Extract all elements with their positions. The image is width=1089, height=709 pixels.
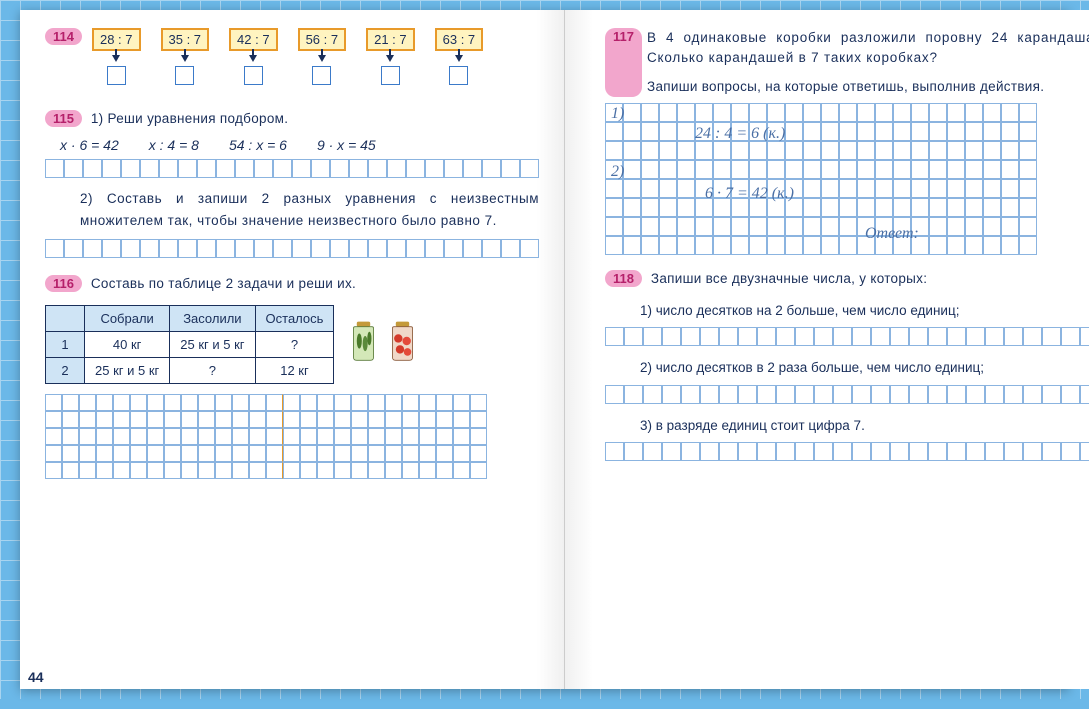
prob-118-title: Запиши все двузначные числа, у которых: [651,271,927,286]
table-header: Осталось [255,305,334,331]
equation-row: x · 6 = 42 x : 4 = 8 54 : x = 6 9 · x = … [60,137,539,153]
prob-115-text1: 1) Реши уравнения подбором. [91,111,288,126]
equation: 9 · x = 45 [317,137,376,153]
answer-box[interactable] [312,66,331,85]
table-row: Собрали Засолили Осталось [46,305,334,331]
problem-116: 116 Составь по таблице 2 задачи и реши и… [45,274,539,478]
expr-box: 56 : 7 [298,28,347,51]
table-cell: 25 кг и 5 кг [85,357,170,383]
work-grid[interactable] [45,394,539,479]
arrow-down-icon [249,55,257,62]
badge-116: 116 [45,275,82,292]
equation: x : 4 = 8 [149,137,199,153]
answer-box[interactable] [244,66,263,85]
handwriting: 1) [611,105,624,123]
answer-label: Ответ: [865,225,919,243]
badge-114: 114 [45,28,82,45]
handwriting: 24 : 4 = 6 (к.) [695,125,785,143]
equation: x · 6 = 42 [60,137,119,153]
table-cell: 2 [46,357,85,383]
badge-117: 117 [605,28,642,97]
problem-115: 115 1) Реши уравнения подбором. x · 6 = … [45,109,539,258]
expr-item: 35 : 7 [161,28,210,85]
expr-box: 63 : 7 [435,28,484,51]
table-header [46,305,85,331]
expr-item: 56 : 7 [298,28,347,85]
prob-116-title: Составь по таблице 2 задачи и реши их. [91,276,356,291]
handwriting: 6 · 7 = 42 (к.) [705,185,794,203]
table-header: Собрали [85,305,170,331]
expr-box: 42 : 7 [229,28,278,51]
table-cell: ? [255,331,334,357]
expr-box: 28 : 7 [92,28,141,51]
badge-118: 118 [605,270,642,287]
table-cell: 40 кг [85,331,170,357]
answer-grid-strip[interactable] [45,239,539,258]
answer-grid-strip[interactable] [605,327,1089,346]
arrow-down-icon [181,55,189,62]
page-left: 114 28 : 7 35 : 7 42 : 7 56 : 7 21 : 7 6… [20,10,565,689]
table-cell: ? [170,357,255,383]
page-right: 117 В 4 одинаковые коробки разложили пор… [565,10,1089,689]
prob-118-item2: 2) число десятков в 2 раза больше, чем ч… [640,358,1089,378]
expr-item: 28 : 7 [92,28,141,85]
problem-116-table: Собрали Засолили Осталось 1 40 кг 25 кг … [45,305,334,384]
expr-box: 35 : 7 [161,28,210,51]
expr-item: 42 : 7 [229,28,278,85]
table-cell: 25 кг и 5 кг [170,331,255,357]
answer-box[interactable] [107,66,126,85]
handwriting: 2) [611,163,624,181]
arrow-down-icon [455,55,463,62]
answer-grid-strip[interactable] [605,442,1089,461]
tomato-jar-icon [385,320,420,362]
cucumber-jar-icon [346,320,381,362]
textbook-spread: 114 28 : 7 35 : 7 42 : 7 56 : 7 21 : 7 6… [20,10,1069,689]
prob-118-item1: 1) число десятков на 2 больше, чем число… [640,301,1089,321]
table-cell: 12 кг [255,357,334,383]
badge-115: 115 [45,110,82,127]
prob-117-text2: Запиши вопросы, на которые ответишь, вып… [647,77,1089,97]
equation: 54 : x = 6 [229,137,287,153]
answer-box[interactable] [175,66,194,85]
expr-item: 21 : 7 [366,28,415,85]
arrow-down-icon [112,55,120,62]
table-header: Засолили [170,305,255,331]
answer-box[interactable] [381,66,400,85]
answer-grid-strip[interactable] [45,159,539,178]
answer-grid-strip[interactable] [605,385,1089,404]
prob-117-text: В 4 одинаковые коробки разложили поровну… [647,28,1089,69]
table-row: 2 25 кг и 5 кг ? 12 кг [46,357,334,383]
arrow-down-icon [318,55,326,62]
table-row: 1 40 кг 25 кг и 5 кг ? [46,331,334,357]
expr-row: 28 : 7 35 : 7 42 : 7 56 : 7 21 : 7 63 : … [92,28,483,85]
prob-118-item3: 3) в разряде единиц стоит цифра 7. [640,416,1089,436]
work-grid-117[interactable]: 1) 24 : 4 = 6 (к.) 2) 6 · 7 = 42 (к.) От… [605,103,1089,255]
problem-117: 117 В 4 одинаковые коробки разложили пор… [605,28,1089,255]
arrow-down-icon [386,55,394,62]
expr-item: 63 : 7 [435,28,484,85]
prob-115-text2: 2) Составь и запиши 2 разных уравнения с… [80,188,539,231]
answer-box[interactable] [449,66,468,85]
jar-icons [346,295,420,365]
page-number-left: 44 [28,669,44,685]
problem-118: 118 Запиши все двузначные числа, у котор… [605,269,1089,461]
expr-box: 21 : 7 [366,28,415,51]
problem-114: 114 28 : 7 35 : 7 42 : 7 56 : 7 21 : 7 6… [45,28,539,93]
table-cell: 1 [46,331,85,357]
